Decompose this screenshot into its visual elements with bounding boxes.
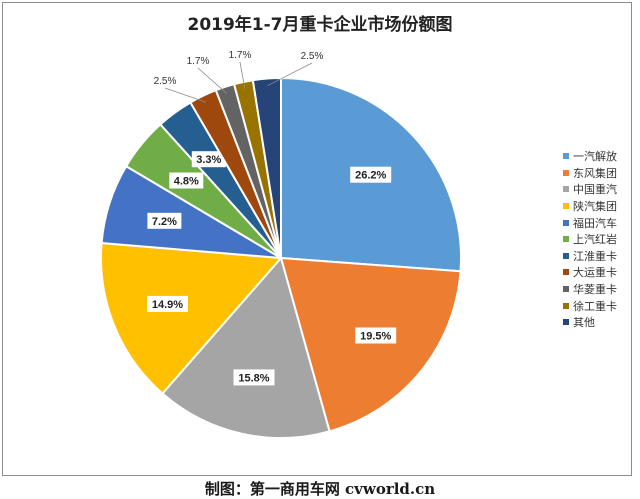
legend-swatch	[563, 286, 569, 293]
legend-swatch	[563, 236, 569, 243]
pie-slice	[100, 241, 284, 395]
leader-line	[197, 67, 228, 95]
pie-slice	[161, 255, 331, 439]
data-label: 1.7%	[229, 50, 252, 61]
legend-label: 东风集团	[573, 166, 617, 180]
leader-line	[267, 62, 313, 87]
data-label-box	[233, 369, 275, 386]
legend-label: 徐工重卡	[573, 299, 617, 313]
legend-item: 上汽红岩	[563, 231, 617, 248]
legend-swatch	[563, 319, 569, 326]
legend-swatch	[563, 302, 569, 309]
legend-swatch	[563, 203, 569, 210]
data-label: 1.7%	[187, 56, 210, 67]
legend-label: 江淮重卡	[573, 249, 617, 263]
legend-label: 陕汽集团	[573, 200, 617, 214]
legend-item: 徐工重卡	[563, 297, 617, 314]
chart-legend: 一汽解放东风集团中国重汽陕汽集团福田汽车上汽红岩江淮重卡大运重卡华菱重卡徐工重卡…	[563, 148, 617, 331]
data-label-box	[147, 295, 188, 312]
legend-label: 福田汽车	[573, 216, 617, 230]
legend-label: 华菱重卡	[573, 283, 617, 297]
legend-item: 东风集团	[563, 165, 617, 182]
legend-swatch	[563, 219, 569, 226]
legend-swatch	[563, 269, 569, 276]
data-label-box	[169, 172, 204, 189]
legend-item: 华菱重卡	[563, 281, 617, 298]
data-label: 19.5%	[360, 331, 391, 343]
legend-swatch	[563, 153, 569, 160]
pie-slice	[279, 256, 462, 433]
legend-item: 中国重汽	[563, 181, 617, 198]
legend-swatch	[563, 186, 569, 193]
legend-swatch	[563, 252, 569, 259]
data-label: 2.5%	[154, 76, 177, 87]
legend-item: 一汽解放	[563, 148, 617, 165]
data-label: 7.2%	[152, 216, 177, 228]
chart-title: 2019年1-7月重卡企业市场份额图	[187, 15, 453, 35]
data-label: 26.2%	[355, 170, 386, 182]
legend-label: 一汽解放	[573, 150, 617, 164]
legend-label: 其他	[573, 316, 595, 330]
data-label: 3.3%	[196, 154, 221, 166]
legend-item: 福田汽车	[563, 214, 617, 231]
legend-item: 其他	[563, 314, 617, 331]
data-label-box	[355, 327, 397, 344]
data-label-box	[147, 212, 182, 229]
legend-swatch	[563, 169, 569, 176]
legend-label: 中国重汽	[573, 183, 617, 197]
legend-label: 上汽红岩	[573, 233, 617, 247]
legend-item: 陕汽集团	[563, 198, 617, 215]
legend-item: 大运重卡	[563, 264, 617, 281]
data-label: 14.9%	[152, 299, 183, 311]
legend-label: 大运重卡	[573, 266, 617, 280]
data-label-box	[191, 151, 226, 168]
legend-item: 江淮重卡	[563, 248, 617, 265]
leader-line	[239, 61, 246, 90]
footer-credit: 制图：第一商用车网 cvworld.cn	[204, 480, 436, 498]
data-label: 15.8%	[238, 372, 269, 384]
pie-slice	[251, 76, 282, 259]
data-label: 4.8%	[174, 176, 199, 188]
data-label: 2.5%	[301, 51, 324, 62]
data-label-box	[350, 166, 392, 183]
leader-line	[164, 87, 207, 103]
